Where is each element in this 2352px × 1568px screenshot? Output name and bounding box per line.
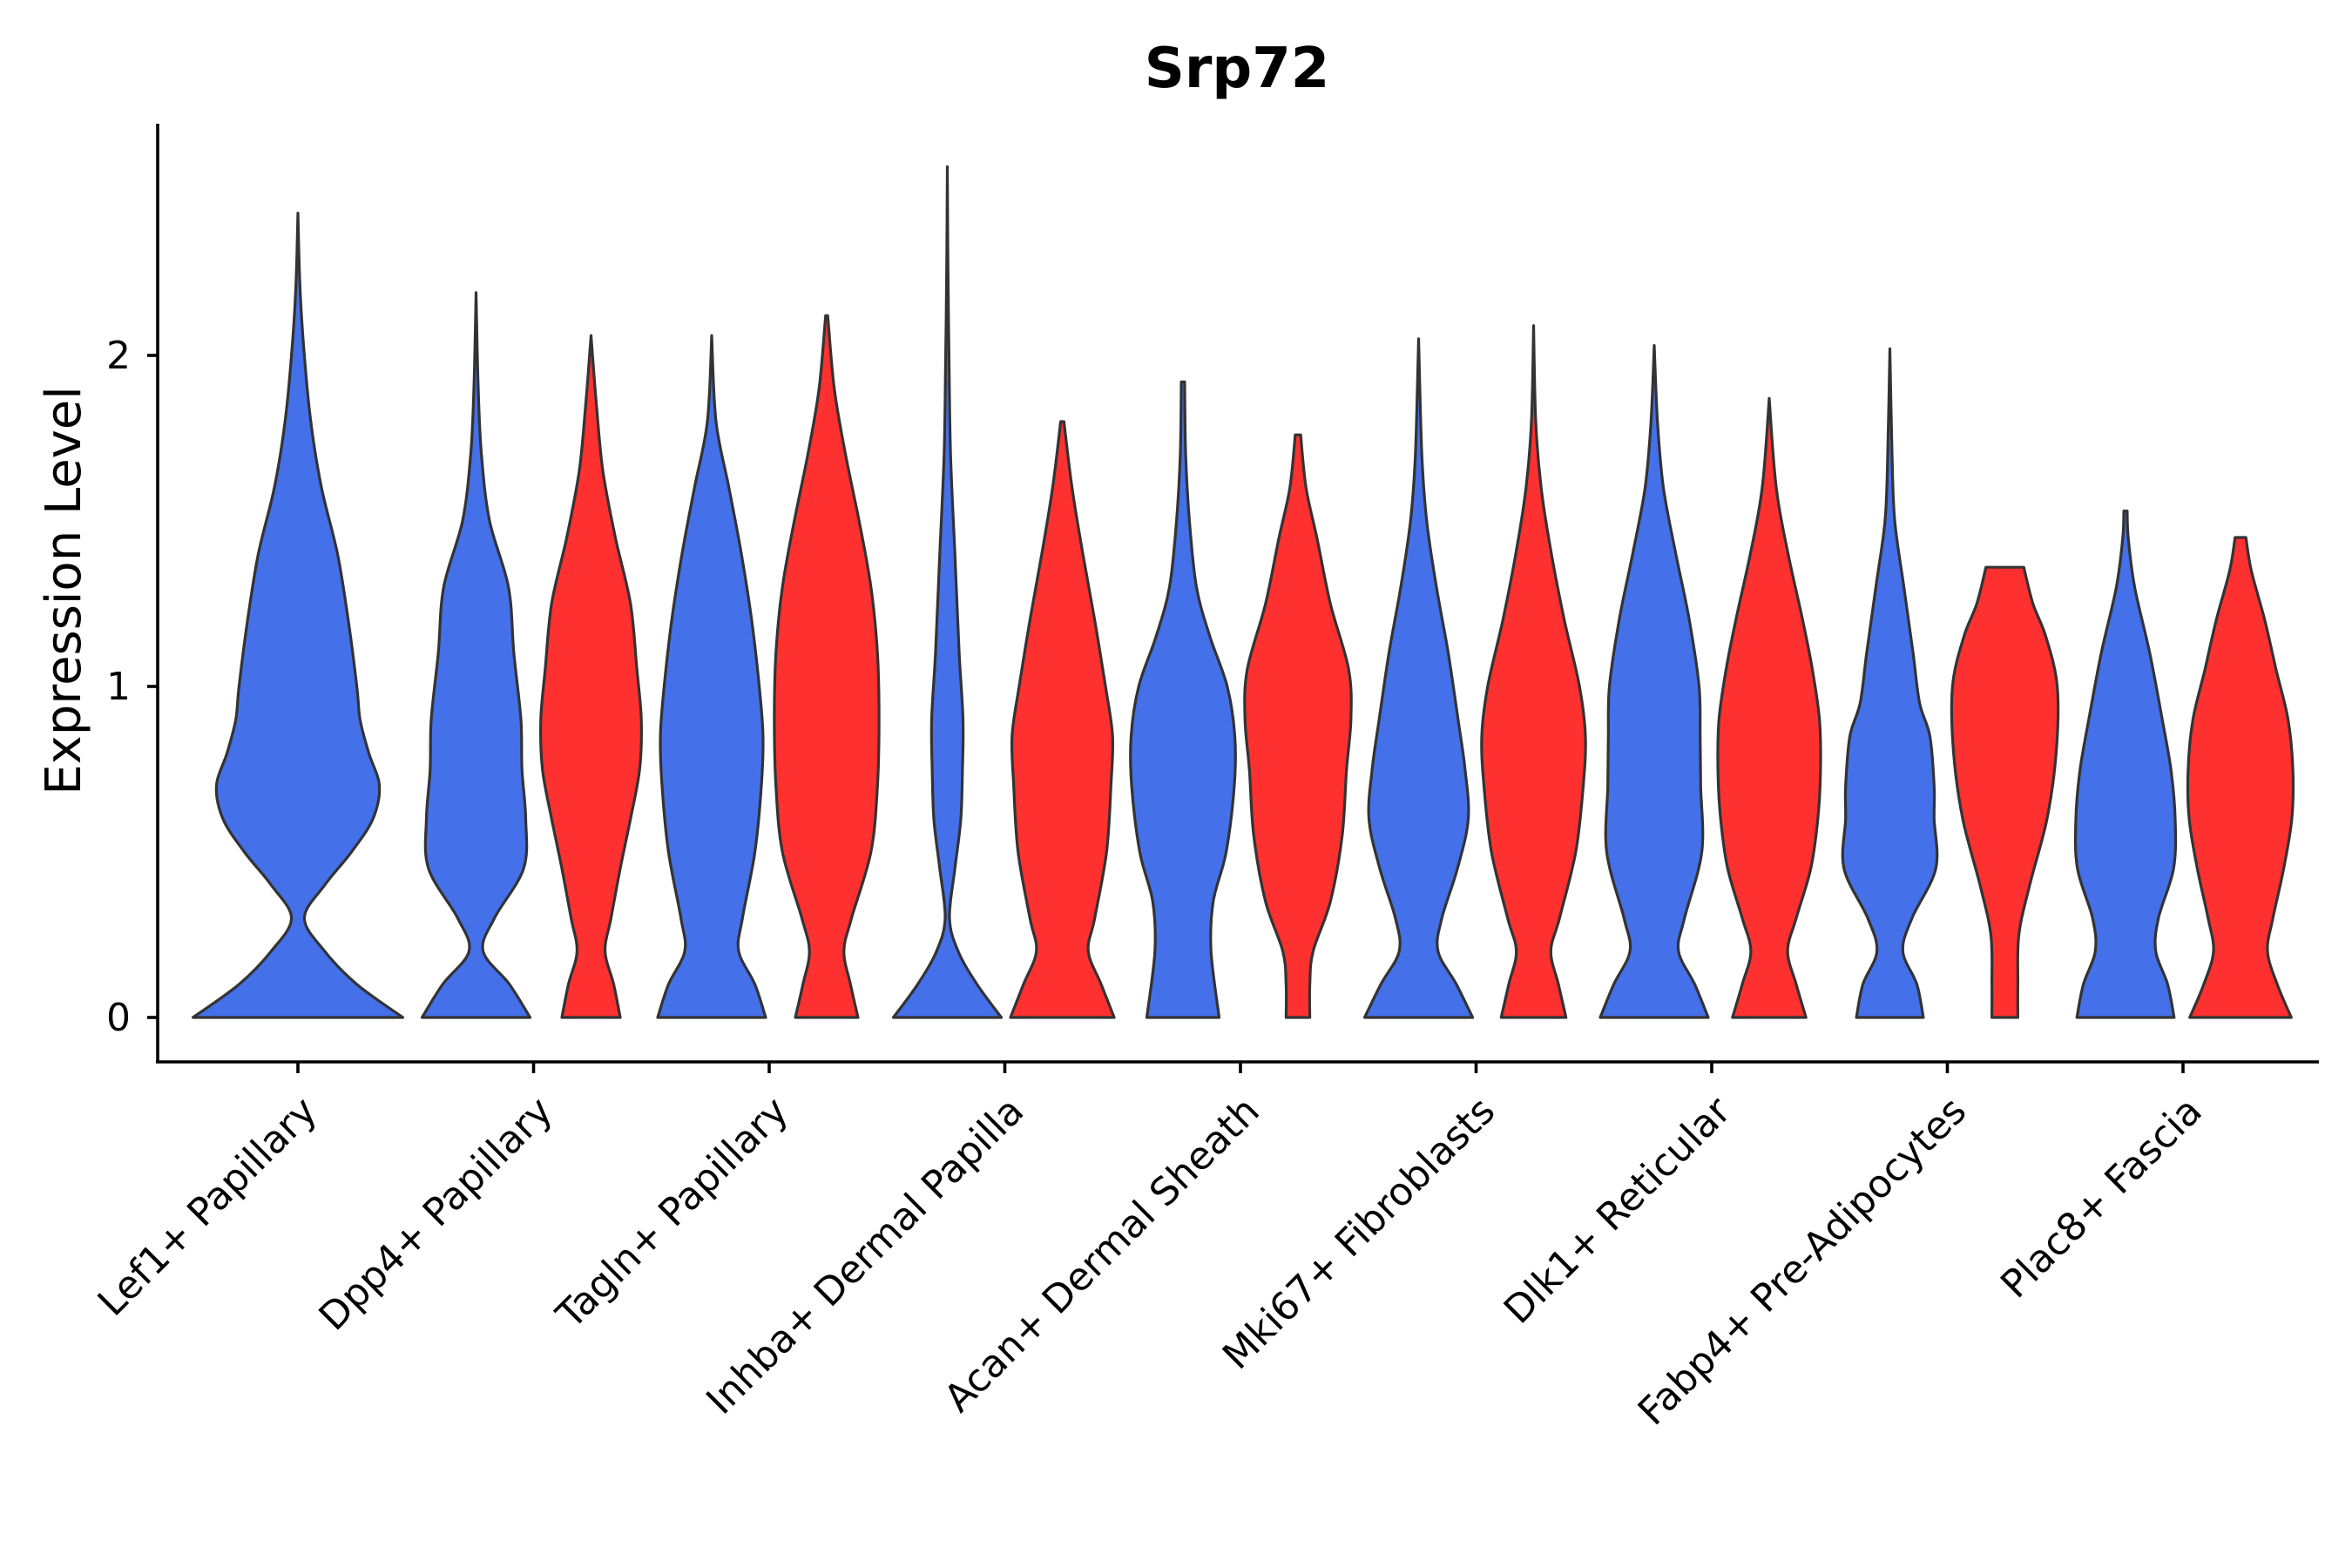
x-tick-label: Lef1+ Papillary xyxy=(90,1089,326,1325)
violin-group_1-0 xyxy=(191,212,405,1019)
violin-layer xyxy=(191,165,2295,1019)
x-tick-label: Mki67+ Fibroblasts xyxy=(1214,1089,1504,1378)
y-axis-ticks: 0 1 2 xyxy=(106,334,158,1040)
violin-group_2-3 xyxy=(1009,420,1116,1019)
violin-group_1-4 xyxy=(1129,380,1237,1019)
violin-group_2-5 xyxy=(1480,324,1587,1019)
violin-group_1-7 xyxy=(1841,347,1939,1019)
violin-group_2-4 xyxy=(1243,433,1353,1019)
violin-group_2-1 xyxy=(538,334,644,1019)
y-tick-label: 1 xyxy=(106,665,131,709)
violin-group_2-6 xyxy=(1716,396,1822,1019)
x-tick-label: Plac8+ Fascia xyxy=(1992,1089,2211,1308)
x-tick-label: Dlk1+ Reticular xyxy=(1496,1088,1740,1333)
violin-group_1-2 xyxy=(656,334,767,1019)
violin-group_2-8 xyxy=(2186,536,2295,1019)
y-tick-label: 2 xyxy=(106,334,131,378)
violin-group_1-8 xyxy=(2073,510,2178,1019)
x-tick-label: Tagln+ Papillary xyxy=(548,1089,797,1338)
chart-title: Srp72 xyxy=(1145,37,1330,101)
violin-group_2-7 xyxy=(1950,565,2060,1019)
x-tick-label: Dpp4+ Papillary xyxy=(311,1089,562,1340)
violin-group_1-3 xyxy=(891,165,1004,1019)
violin-group_1-6 xyxy=(1598,344,1710,1019)
violin-group_1-5 xyxy=(1362,337,1475,1019)
violin-group_2-2 xyxy=(773,314,881,1019)
violin-group_1-1 xyxy=(420,291,532,1019)
y-tick-label: 0 xyxy=(106,996,131,1040)
y-axis-label: Expression Level xyxy=(36,386,92,795)
